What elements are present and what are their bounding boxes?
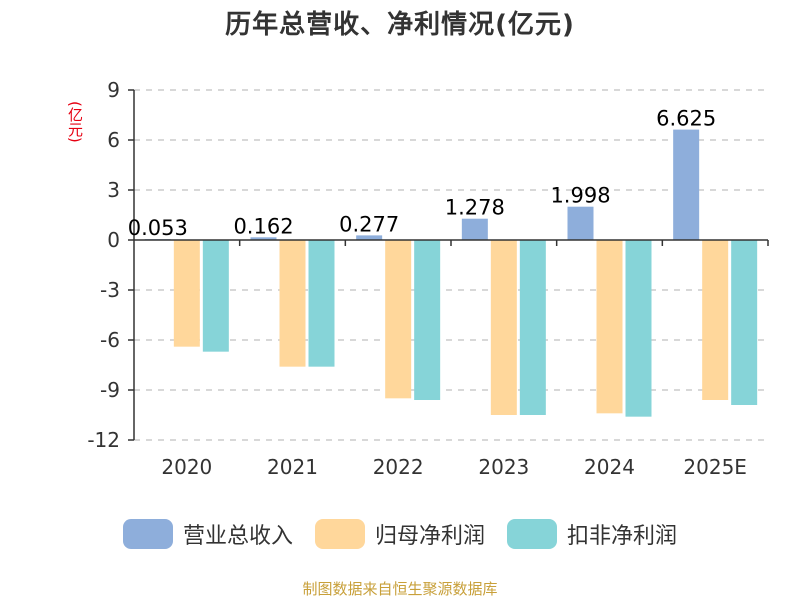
data-label-2020: 0.053 xyxy=(128,216,188,240)
y-tick-label: -3 xyxy=(100,278,120,302)
data-label-2021: 0.162 xyxy=(233,214,293,238)
bar-2022-series-2[interactable] xyxy=(414,240,441,400)
bar-2020-series-2[interactable] xyxy=(202,240,229,352)
legend-swatch-net-profit xyxy=(314,519,365,549)
y-tick-label: 0 xyxy=(107,228,120,252)
bar-2022-series-1[interactable] xyxy=(385,240,412,399)
chart-title: 历年总营收、净利情况(亿元) xyxy=(225,10,575,40)
x-tick-label: 2022 xyxy=(373,455,424,479)
legend-label-net-profit: 归母净利润 xyxy=(374,524,485,549)
y-tick-label: -12 xyxy=(87,428,120,452)
legend-label-deducted-net-profit: 扣非净利润 xyxy=(567,524,678,549)
bar-2025E-series-0[interactable] xyxy=(673,129,700,240)
x-tick-label: 2020 xyxy=(161,455,212,479)
bar-2023-series-2[interactable] xyxy=(519,240,546,415)
bars xyxy=(144,129,758,417)
legend-item-revenue[interactable]: 营业总收入 xyxy=(122,518,293,550)
bar-2020-series-1[interactable] xyxy=(173,240,200,347)
bar-2025E-series-1[interactable] xyxy=(702,240,729,400)
data-label-2025E: 6.625 xyxy=(656,107,716,131)
legend-item-net-profit[interactable]: 归母净利润 xyxy=(314,518,485,550)
x-tick-label: 2021 xyxy=(267,455,318,479)
data-labels: 0.053 0.162 0.277 1.278 1.998 6.625 xyxy=(128,107,716,241)
legend-swatch-deducted-net-profit xyxy=(507,519,557,549)
bar-2022-series-0[interactable] xyxy=(356,235,383,240)
y-axis-unit-label: (亿元) xyxy=(66,101,84,143)
bar-2024-series-0[interactable] xyxy=(567,206,594,240)
x-tick-label: 2023 xyxy=(478,455,529,479)
y-tick-label: 3 xyxy=(107,178,120,202)
y-tick-label: 9 xyxy=(107,78,120,102)
y-tick-label: 6 xyxy=(107,128,120,152)
legend-swatch-revenue xyxy=(122,519,173,549)
grid-lines xyxy=(134,89,768,441)
bar-2023-series-1[interactable] xyxy=(490,240,517,415)
source-note: 制图数据来自恒生聚源数据库 xyxy=(302,580,498,598)
legend-item-deducted-net-profit[interactable]: 扣非净利润 xyxy=(507,518,677,550)
bar-2025E-series-2[interactable] xyxy=(731,240,758,405)
legend-label-revenue: 营业总收入 xyxy=(182,524,293,549)
y-tick-label: -9 xyxy=(100,378,120,402)
data-label-2024: 1.998 xyxy=(550,184,610,208)
x-tick-label: 2024 xyxy=(584,455,635,479)
legend: 营业总收入 归母净利润 扣非净利润 xyxy=(0,518,800,550)
bar-2024-series-1[interactable] xyxy=(596,240,623,414)
axes: 9 6 3 0 -3 -6 -9 -12 2020 2021 2022 2023 2024 2025E xyxy=(87,78,769,479)
x-tick-label: 2025E xyxy=(683,455,747,479)
data-label-2023: 1.278 xyxy=(445,196,505,220)
bar-2021-series-2[interactable] xyxy=(308,240,335,367)
y-tick-label: -6 xyxy=(100,328,120,352)
bar-2021-series-1[interactable] xyxy=(279,240,306,367)
data-label-2022: 0.277 xyxy=(339,212,399,236)
bar-2021-series-0[interactable] xyxy=(250,237,277,240)
bar-2023-series-0[interactable] xyxy=(461,218,488,240)
bar-2024-series-2[interactable] xyxy=(625,240,652,417)
